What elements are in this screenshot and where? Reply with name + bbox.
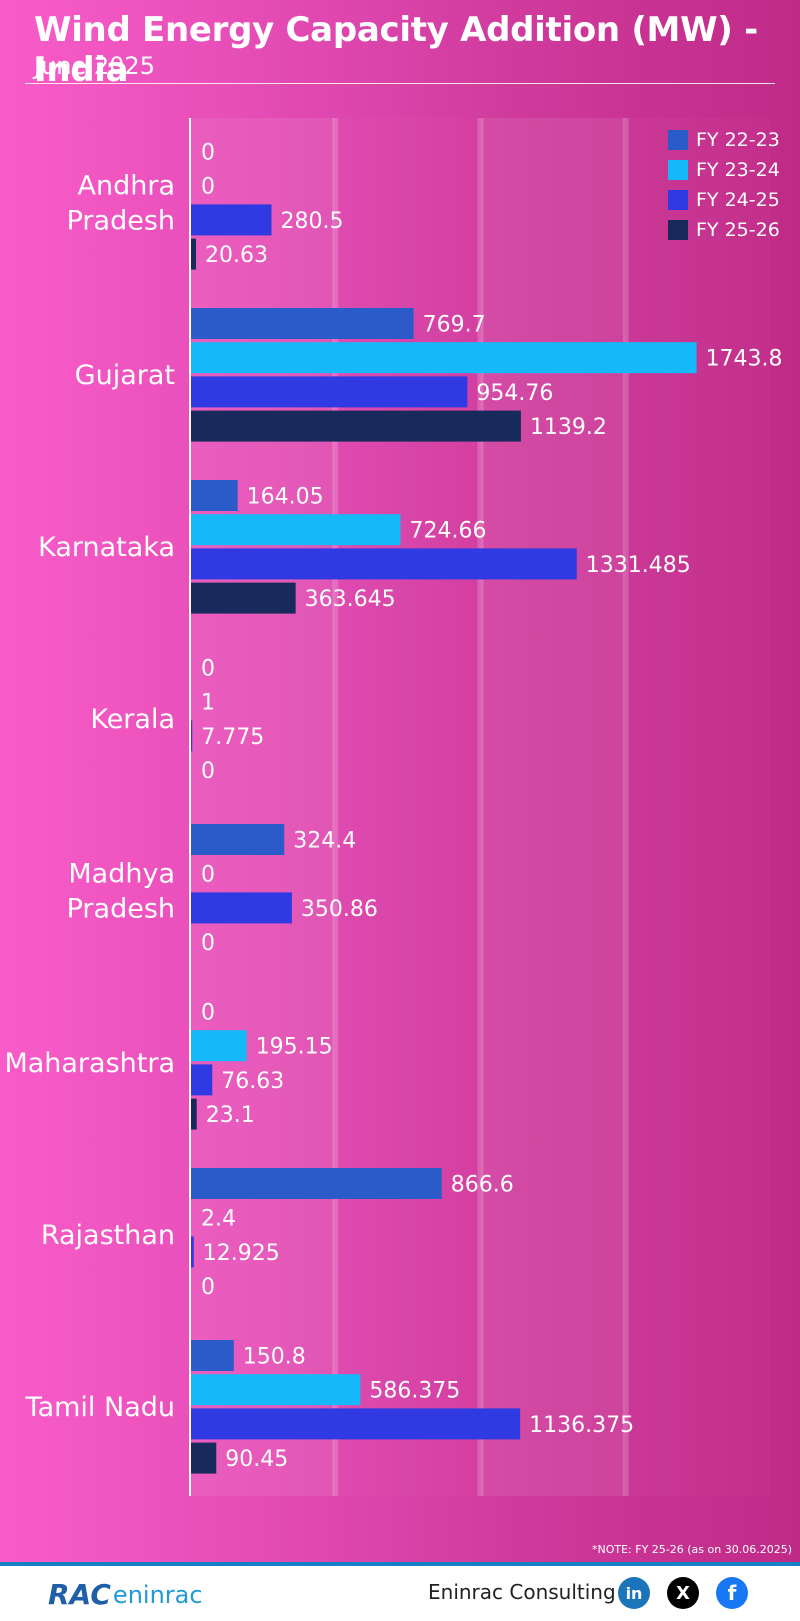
bar — [190, 204, 272, 236]
bar — [190, 342, 697, 374]
bar — [190, 1236, 194, 1268]
legend-label-fy2223: FY 22-23 — [696, 129, 780, 151]
data-label: 1331.485 — [586, 553, 691, 578]
data-label: 0 — [201, 1275, 215, 1300]
category-label: Gujarat — [75, 360, 175, 391]
footer-bar: RAC eninrac Eninrac Consulting in X f — [0, 1562, 800, 1621]
logo-eninrac-text: eninrac — [112, 1580, 203, 1609]
data-label: 23.1 — [206, 1103, 255, 1128]
brand-name: Eninrac Consulting — [428, 1580, 616, 1604]
logo-rac-text: RAC — [48, 1578, 111, 1611]
grid-band — [480, 118, 626, 1496]
legend-item-fy2324: FY 23-24 — [668, 155, 780, 185]
legend-swatch-fy2425 — [668, 190, 688, 210]
data-label: 724.66 — [410, 519, 487, 544]
bar — [190, 480, 238, 511]
legend-label-fy2425: FY 24-25 — [696, 189, 780, 211]
data-label: 1743.8 — [706, 347, 783, 372]
data-label: 2.4 — [201, 1207, 236, 1232]
bar — [190, 1030, 247, 1062]
bar — [190, 1374, 361, 1406]
chart-subtitle: June 2025 — [34, 52, 155, 80]
data-label: 0 — [201, 863, 215, 888]
data-label: 90.45 — [225, 1447, 288, 1472]
data-label: 7.775 — [201, 725, 264, 750]
bar — [190, 548, 577, 580]
category-label: Andhra — [78, 170, 175, 201]
data-label: 280.5 — [280, 209, 343, 234]
eninrac-logo[interactable]: RAC eninrac — [48, 1578, 203, 1611]
bar — [190, 238, 196, 270]
category-label: Pradesh — [67, 893, 175, 924]
bar — [190, 410, 521, 442]
legend-swatch-fy2324 — [668, 160, 688, 180]
data-label: 0 — [201, 1001, 215, 1026]
category-label: Rajasthan — [41, 1220, 175, 1251]
category-label: Karnataka — [38, 532, 175, 563]
data-label: 586.375 — [369, 1379, 460, 1404]
legend-swatch-fy2526 — [668, 220, 688, 240]
category-label: Tamil Nadu — [25, 1392, 175, 1423]
legend-item-fy2526: FY 25-26 — [668, 215, 780, 245]
legend-label-fy2526: FY 25-26 — [696, 219, 780, 241]
bar — [190, 1064, 213, 1096]
bar — [190, 1168, 442, 1199]
bar — [190, 1442, 217, 1474]
title-divider — [25, 83, 775, 84]
bar — [190, 514, 401, 546]
category-label: Maharashtra — [4, 1048, 175, 1079]
data-label: 363.645 — [305, 587, 396, 612]
data-label: 76.63 — [221, 1069, 284, 1094]
data-label: 0 — [201, 759, 215, 784]
category-label: Madhya — [68, 858, 175, 889]
bar — [190, 308, 414, 339]
bar — [190, 1340, 234, 1371]
chart-title: Wind Energy Capacity Addition (MW) - Ind… — [34, 10, 758, 90]
chart-legend: FY 22-23 FY 23-24 FY 24-25 FY 25-26 — [668, 125, 780, 245]
bar — [190, 892, 292, 924]
data-label: 866.6 — [451, 1173, 514, 1198]
data-label: 769.7 — [423, 313, 486, 338]
bar — [190, 376, 468, 408]
legend-item-fy2425: FY 24-25 — [668, 185, 780, 215]
data-label: 1136.375 — [529, 1413, 634, 1438]
bar — [190, 1098, 197, 1130]
data-label: 20.63 — [205, 243, 268, 268]
data-label: 1 — [201, 691, 215, 716]
data-label: 0 — [201, 141, 215, 166]
bar — [190, 1408, 521, 1440]
legend-label-fy2324: FY 23-24 — [696, 159, 780, 181]
bar — [190, 582, 296, 614]
data-label: 1139.2 — [530, 415, 607, 440]
bar — [190, 824, 285, 855]
linkedin-icon[interactable]: in — [618, 1577, 650, 1609]
category-label: Kerala — [90, 704, 175, 735]
data-label: 324.4 — [293, 829, 356, 854]
legend-item-fy2223: FY 22-23 — [668, 125, 780, 155]
category-label: Pradesh — [67, 205, 175, 236]
bar — [190, 720, 193, 752]
data-label: 150.8 — [243, 1345, 306, 1370]
data-label: 12.925 — [203, 1241, 280, 1266]
grid-band — [626, 118, 771, 1496]
data-label: 0 — [201, 657, 215, 682]
x-icon[interactable]: X — [667, 1577, 699, 1609]
data-label: 0 — [201, 175, 215, 200]
data-label: 954.76 — [476, 381, 553, 406]
data-label: 0 — [201, 931, 215, 956]
data-label: 195.15 — [256, 1035, 333, 1060]
data-label: 350.86 — [301, 897, 378, 922]
legend-swatch-fy2223 — [668, 130, 688, 150]
footnote: *NOTE: FY 25-26 (as on 30.06.2025) — [592, 1543, 792, 1556]
data-label: 164.05 — [247, 485, 324, 510]
bar-chart: Andhra Pradesh 0 0 280.5 20.63 Gujarat 769.7 174… — [4, 118, 783, 1496]
facebook-icon[interactable]: f — [716, 1577, 748, 1609]
